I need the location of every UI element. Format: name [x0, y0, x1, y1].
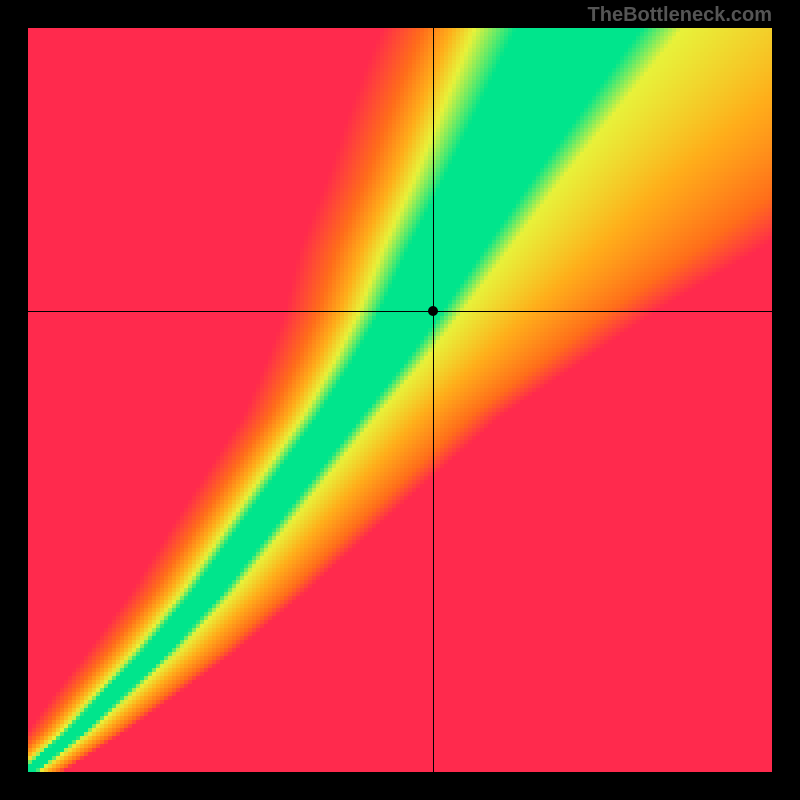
heatmap-plot	[28, 28, 772, 772]
crosshair-vertical	[433, 28, 434, 772]
crosshair-marker	[428, 306, 438, 316]
crosshair-horizontal	[28, 311, 772, 312]
heatmap-canvas	[28, 28, 772, 772]
watermark-text: TheBottleneck.com	[588, 4, 772, 27]
